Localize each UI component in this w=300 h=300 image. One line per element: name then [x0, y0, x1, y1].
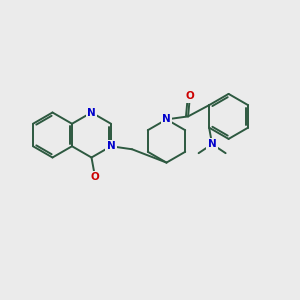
Text: N: N — [208, 139, 217, 149]
Text: N: N — [106, 141, 116, 151]
Text: N: N — [87, 107, 96, 118]
Text: N: N — [162, 114, 171, 124]
Text: O: O — [185, 91, 194, 101]
Text: O: O — [90, 172, 99, 182]
